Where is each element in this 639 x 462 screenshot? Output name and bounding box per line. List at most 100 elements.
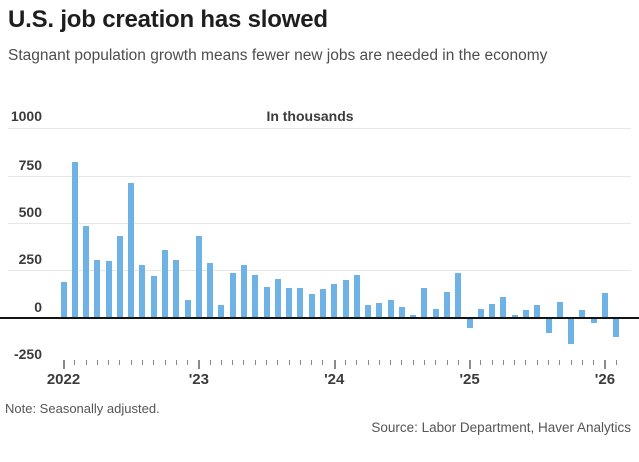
- bar-sep-2022: [150, 275, 157, 318]
- x-minor-tick-apr-2023: [232, 360, 234, 365]
- x-minor-tick-aug-2023: [277, 360, 279, 365]
- gridline-750: [8, 175, 631, 177]
- x-minor-tick-nov-2023: [311, 360, 313, 365]
- x-minor-tick-sep-2024: [423, 360, 425, 365]
- y-tick-label-500: 500: [18, 203, 42, 220]
- x-minor-tick-jul-2023: [266, 360, 268, 365]
- y-tick-label--250: -250: [13, 345, 42, 362]
- bar-jun-2025: [522, 309, 529, 318]
- x-minor-tick-jun-2024: [390, 360, 392, 365]
- x-major-tick-jan-2022: [63, 360, 65, 369]
- bar-mar-2024: [353, 274, 360, 318]
- bar-jun-2024: [387, 300, 394, 318]
- x-minor-tick-feb-2023: [209, 360, 211, 365]
- chart-unit-label: In thousands: [266, 108, 354, 124]
- gridline-250: [8, 270, 631, 272]
- page-title: U.S. job creation has slowed: [8, 6, 328, 33]
- bar-dec-2023: [319, 289, 326, 318]
- x-year-label-24: '24: [324, 371, 345, 388]
- bar-feb-2025: [477, 308, 484, 318]
- bar-apr-2024: [365, 305, 372, 318]
- bar-aug-2024: [410, 314, 417, 318]
- x-minor-tick-feb-2022: [74, 360, 76, 365]
- x-major-tick-jan-2024: [333, 360, 336, 369]
- x-year-label-25: '25: [459, 371, 480, 388]
- bar-feb-2023: [207, 262, 214, 318]
- bar-sep-2025: [556, 302, 563, 318]
- x-minor-tick-dec-2022: [187, 360, 189, 365]
- x-minor-tick-jun-2025: [525, 360, 527, 365]
- bar-apr-2025: [500, 296, 507, 318]
- bar-apr-2022: [94, 259, 101, 318]
- bar-nov-2023: [308, 293, 315, 318]
- x-minor-tick-dec-2023: [322, 360, 324, 365]
- bar-nov-2024: [444, 291, 451, 318]
- y-tick-label-250: 250: [18, 251, 42, 268]
- zero-axis-line: [0, 316, 639, 319]
- x-major-tick-jan-2023: [198, 360, 201, 369]
- x-minor-tick-mar-2024: [356, 360, 358, 365]
- x-minor-tick-may-2024: [378, 360, 380, 365]
- y-tick-label-0: 0: [34, 298, 42, 315]
- gridline-500: [8, 222, 631, 224]
- bar-jan-2024: [331, 284, 338, 318]
- x-minor-tick-may-2022: [108, 360, 110, 365]
- x-minor-tick-oct-2023: [299, 360, 301, 365]
- bar-jan-2026: [601, 292, 608, 318]
- x-year-label-2022: 2022: [46, 371, 81, 388]
- bar-jul-2023: [263, 287, 270, 318]
- bar-oct-2022: [162, 250, 169, 318]
- x-minor-tick-oct-2024: [435, 360, 437, 365]
- y-axis-top-tick-label: 1000: [10, 108, 42, 124]
- x-minor-tick-mar-2023: [220, 360, 222, 365]
- bar-oct-2023: [297, 288, 304, 318]
- x-minor-tick-aug-2024: [412, 360, 414, 365]
- x-minor-tick-nov-2022: [175, 360, 177, 365]
- x-minor-tick-sep-2023: [288, 360, 290, 365]
- bar-oct-2024: [432, 308, 439, 318]
- x-minor-tick-sep-2025: [559, 360, 561, 365]
- chart-source: Source: Labor Department, Haver Analytic…: [371, 420, 631, 435]
- bar-may-2024: [376, 303, 383, 318]
- bar-mar-2022: [83, 225, 90, 318]
- x-minor-tick-sep-2022: [153, 360, 155, 365]
- bar-jan-2022: [60, 281, 67, 318]
- bar-nov-2022: [173, 259, 180, 318]
- bar-dec-2024: [455, 273, 462, 318]
- bar-oct-2025: [568, 318, 575, 345]
- x-minor-tick-apr-2022: [96, 360, 98, 365]
- x-minor-tick-apr-2025: [502, 360, 504, 365]
- bar-may-2022: [105, 260, 112, 318]
- bar-apr-2023: [229, 273, 236, 318]
- bar-jan-2023: [195, 236, 202, 318]
- bar-jul-2024: [398, 307, 405, 318]
- x-major-tick-jan-2026: [604, 360, 607, 369]
- x-minor-tick-dec-2024: [457, 360, 459, 365]
- x-minor-tick-aug-2022: [141, 360, 143, 365]
- x-minor-tick-jun-2023: [254, 360, 256, 365]
- x-major-tick-jan-2025: [469, 360, 472, 369]
- x-minor-tick-may-2023: [243, 360, 245, 365]
- bar-dec-2022: [184, 299, 191, 318]
- bar-feb-2022: [71, 162, 78, 318]
- bar-nov-2025: [579, 309, 586, 318]
- bar-sep-2024: [421, 288, 428, 318]
- x-minor-tick-oct-2025: [570, 360, 572, 365]
- x-minor-tick-nov-2024: [446, 360, 448, 365]
- x-year-label-26: '26: [594, 371, 616, 388]
- bar-aug-2023: [274, 278, 281, 318]
- bar-may-2025: [511, 314, 518, 318]
- bar-aug-2025: [545, 318, 552, 333]
- chart-subtitle: Stagnant population growth means fewer n…: [8, 47, 548, 64]
- x-minor-tick-nov-2025: [581, 360, 583, 365]
- x-minor-tick-mar-2025: [491, 360, 493, 365]
- x-minor-tick-dec-2025: [593, 360, 595, 365]
- bar-dec-2025: [590, 318, 597, 324]
- x-minor-tick-feb-2026: [615, 360, 617, 365]
- bar-jun-2023: [252, 274, 259, 318]
- bar-may-2023: [240, 265, 247, 318]
- bar-jul-2025: [534, 305, 541, 318]
- x-minor-tick-oct-2022: [164, 360, 166, 365]
- bar-sep-2023: [286, 288, 293, 318]
